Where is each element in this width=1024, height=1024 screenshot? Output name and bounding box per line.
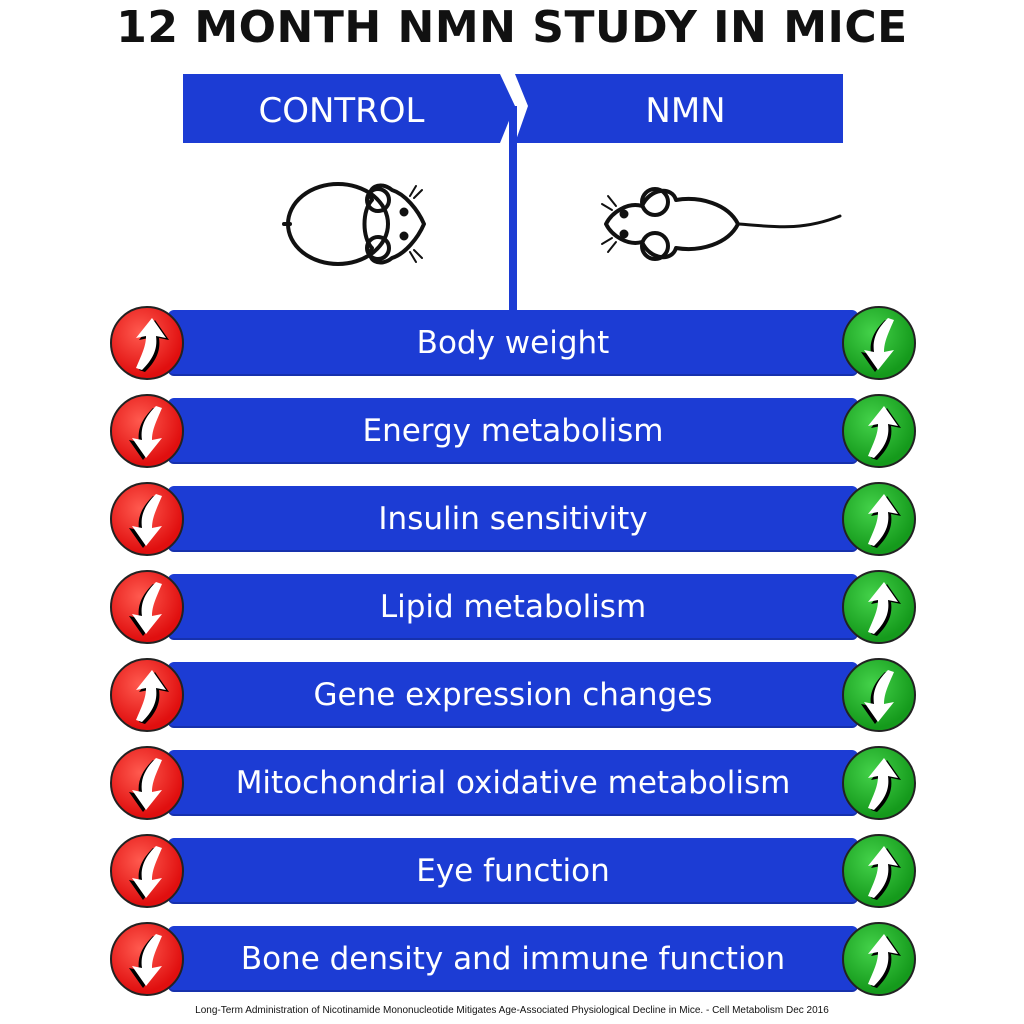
outcome-bar: Insulin sensitivity xyxy=(168,486,858,552)
outcome-row: Mitochondrial oxidative metabolism xyxy=(110,746,916,820)
control-label: CONTROL xyxy=(258,91,425,131)
arrow-down-icon xyxy=(129,846,162,900)
arrow-up-icon xyxy=(136,318,169,372)
group-header xyxy=(183,74,843,312)
control-effect-indicator xyxy=(110,658,184,732)
control-effect-indicator xyxy=(110,746,184,820)
arrow-up-icon xyxy=(868,934,901,988)
nmn-effect-indicator xyxy=(842,658,916,732)
center-divider xyxy=(509,106,517,312)
arrow-down-icon xyxy=(129,582,162,636)
outcome-row: Gene expression changes xyxy=(110,658,916,732)
arrow-up-icon xyxy=(136,670,169,724)
nmn-effect-indicator xyxy=(842,306,916,380)
control-effect-indicator xyxy=(110,482,184,556)
nmn-effect-indicator xyxy=(842,834,916,908)
page-title: 12 MONTH NMN STUDY IN MICE xyxy=(116,2,908,53)
nmn-effect-indicator xyxy=(842,482,916,556)
control-banner xyxy=(183,74,515,143)
nmn-label: NMN xyxy=(645,91,726,131)
arrow-down-icon xyxy=(861,318,894,372)
outcome-row: Body weight xyxy=(110,306,916,380)
arrow-up-icon xyxy=(868,846,901,900)
outcome-row: Insulin sensitivity xyxy=(110,482,916,556)
outcome-label: Mitochondrial oxidative metabolism xyxy=(235,765,791,801)
nmn-banner xyxy=(515,74,843,143)
outcome-label: Insulin sensitivity xyxy=(378,501,648,537)
citation: Long-Term Administration of Nicotinamide… xyxy=(195,1005,829,1016)
outcome-bar: Body weight xyxy=(168,310,858,376)
arrow-up-icon xyxy=(868,758,901,812)
arrow-up-icon xyxy=(868,406,901,460)
outcome-row: Eye function xyxy=(110,834,916,908)
outcome-label: Eye function xyxy=(416,853,610,889)
outcome-label: Body weight xyxy=(416,325,610,361)
control-effect-indicator xyxy=(110,922,184,996)
arrow-down-icon xyxy=(129,934,162,988)
control-effect-indicator xyxy=(110,834,184,908)
nmn-effect-indicator xyxy=(842,570,916,644)
outcome-label: Bone density and immune function xyxy=(240,941,786,977)
arrow-up-icon xyxy=(868,582,901,636)
nmn-effect-indicator xyxy=(842,394,916,468)
arrow-up-icon xyxy=(868,494,901,548)
outcome-bar: Gene expression changes xyxy=(168,662,858,728)
outcome-row: Energy metabolism xyxy=(110,394,916,468)
fat-mouse-icon xyxy=(282,182,426,266)
outcome-row: Bone density and immune function xyxy=(110,922,916,996)
arrow-down-icon xyxy=(129,758,162,812)
control-effect-indicator xyxy=(110,570,184,644)
slim-mouse-icon xyxy=(601,187,842,261)
outcome-label: Gene expression changes xyxy=(313,677,713,713)
outcome-label: Energy metabolism xyxy=(362,413,664,449)
arrow-down-icon xyxy=(129,494,162,548)
outcome-label: Lipid metabolism xyxy=(379,589,647,625)
nmn-effect-indicator xyxy=(842,922,916,996)
outcome-bar: Eye function xyxy=(168,838,858,904)
outcome-bar: Mitochondrial oxidative metabolism xyxy=(168,750,858,816)
outcome-bar: Lipid metabolism xyxy=(168,574,858,640)
control-effect-indicator xyxy=(110,394,184,468)
control-effect-indicator xyxy=(110,306,184,380)
outcome-row: Lipid metabolism xyxy=(110,570,916,644)
outcome-bar: Bone density and immune function xyxy=(168,926,858,992)
arrow-down-icon xyxy=(861,670,894,724)
arrow-down-icon xyxy=(129,406,162,460)
nmn-effect-indicator xyxy=(842,746,916,820)
outcome-bar: Energy metabolism xyxy=(168,398,858,464)
